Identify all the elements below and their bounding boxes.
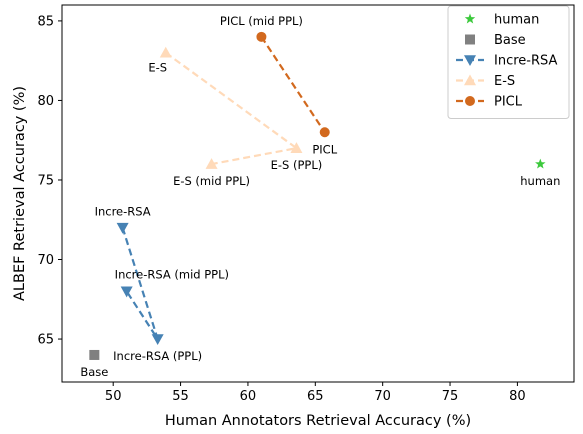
legend-box (447, 5, 570, 119)
picl-series-line (260, 36, 326, 133)
x-tick-label: 70 (374, 389, 391, 404)
x-tick-label: 60 (240, 389, 257, 404)
point-label: E-S (PPL) (271, 158, 323, 172)
point-label: E-S (mid PPL) (173, 174, 250, 188)
legend-label-base: Base (494, 33, 526, 48)
y-axis-label: ALBEF Retrieval Accuracy (%) (12, 86, 28, 301)
picl-point (256, 31, 267, 42)
point-label: Base (80, 365, 108, 379)
x-tick-label: 55 (172, 389, 189, 404)
legend-label-incre-rsa: Incre-RSA (494, 54, 557, 69)
incre-rsa-series-line (121, 227, 159, 340)
plot-layer (89, 31, 546, 360)
point-label: Incre-RSA (PPL) (113, 349, 202, 363)
legend-marker-incre-rsa (464, 55, 476, 66)
legend: human Base Incre-RSA E-S PICL (447, 5, 570, 119)
point-labels: human Base Incre-RSA Incre-RSA (PPL) Incre-R… (80, 14, 560, 379)
x-tick-label: 75 (442, 389, 459, 404)
base-point (89, 349, 100, 360)
point-label: PICL (312, 142, 337, 156)
incre-rsa-point (116, 222, 129, 234)
point-label: Incre-RSA (95, 205, 151, 219)
human-point (535, 158, 546, 169)
point-label: Incre-RSA (mid PPL) (115, 267, 229, 281)
plot-frame (61, 4, 575, 383)
incre-rsa-point (120, 286, 133, 298)
x-tick-label: 65 (307, 389, 324, 404)
legend-label-human: human (494, 13, 539, 28)
legend-marker-e-s (464, 74, 476, 86)
legend-marker-human (464, 13, 476, 24)
e-s-point (290, 142, 303, 153)
y-tick-label: 80 (37, 94, 54, 109)
e-s-point (159, 46, 172, 58)
x-tick-label: 80 (509, 389, 526, 404)
legend-marker-base (465, 34, 475, 45)
e-s-series-line (165, 51, 300, 166)
legend-label-picl: PICL (494, 95, 523, 110)
incre-rsa-point (151, 334, 164, 346)
y-tick-label: 85 (37, 14, 54, 29)
y-tick-label: 65 (37, 333, 54, 348)
legend-label-e-s: E-S (494, 74, 515, 89)
point-label: PICL (mid PPL) (220, 14, 303, 28)
picl-point (319, 127, 330, 138)
axis-ticks: 50 55 60 65 70 75 80 65 70 75 80 85 (37, 14, 525, 404)
point-label: E-S (148, 61, 167, 75)
e-s-point (205, 158, 218, 169)
x-axis-label: Human Annotators Retrieval Accuracy (%) (165, 413, 471, 429)
y-tick-label: 70 (37, 253, 54, 268)
legend-marker-picl (465, 96, 475, 106)
x-tick-label: 50 (105, 389, 122, 404)
point-label: human (520, 174, 560, 188)
y-tick-label: 75 (37, 173, 54, 188)
